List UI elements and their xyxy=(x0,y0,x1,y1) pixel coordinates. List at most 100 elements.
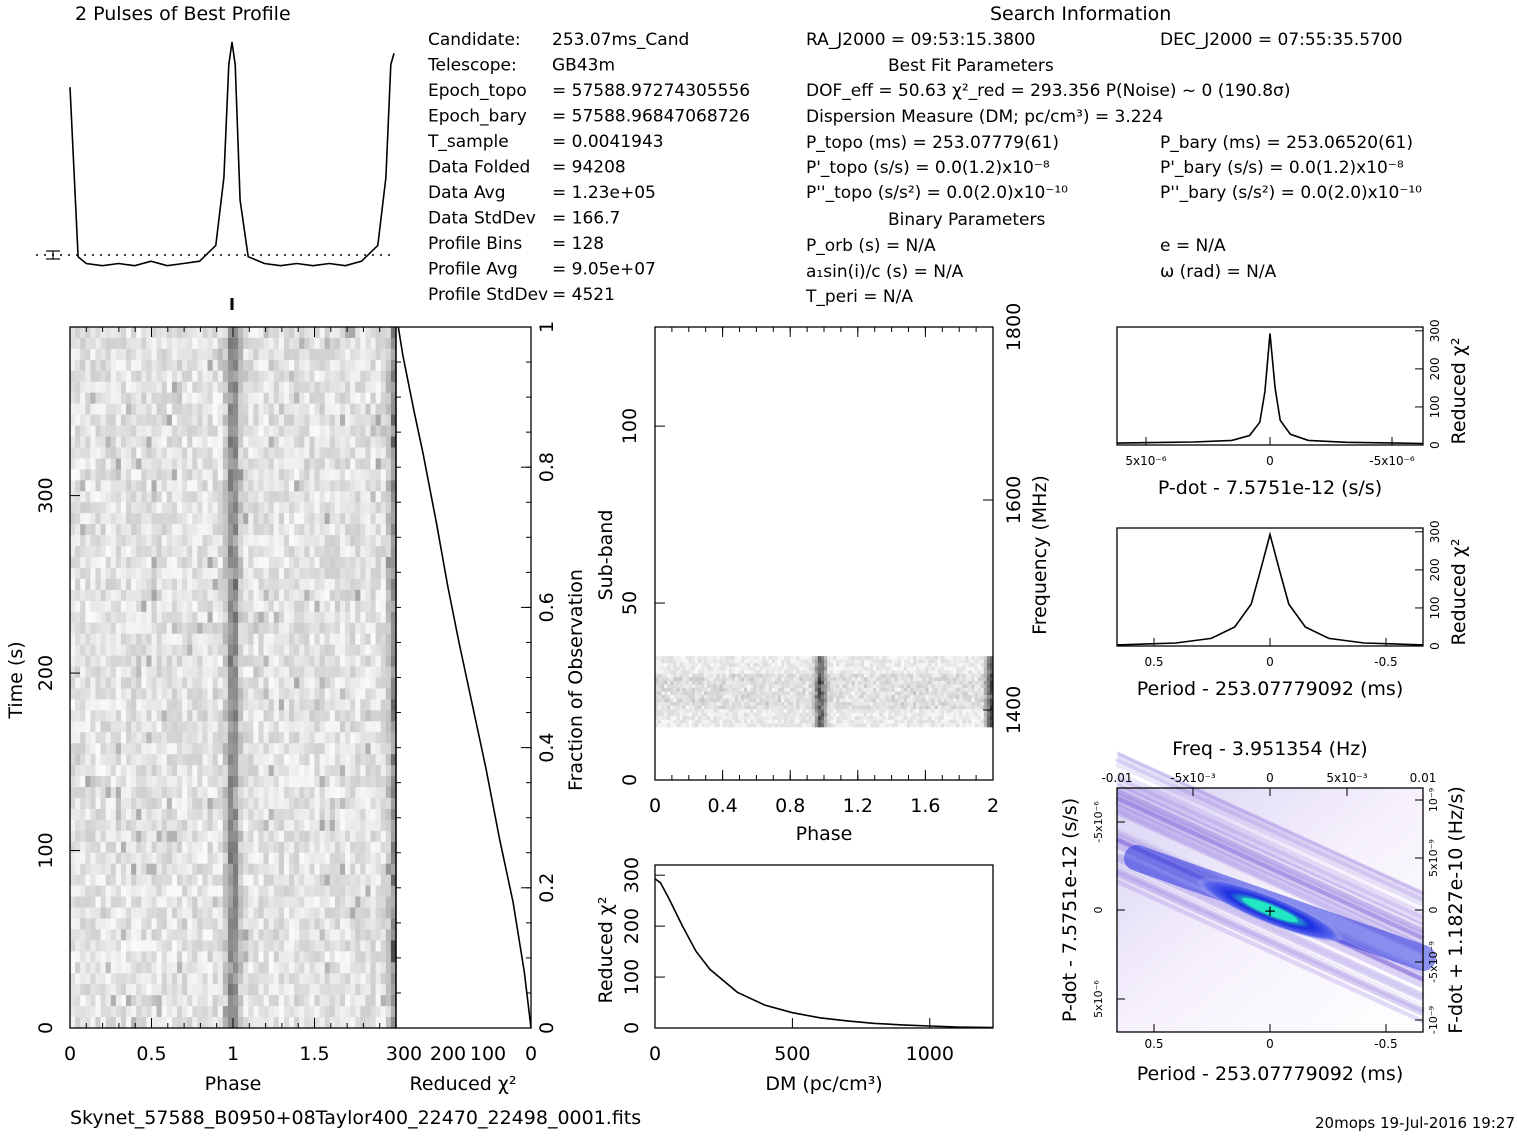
time-phase-cell xyxy=(187,864,192,875)
time-phase-cell xyxy=(264,535,269,546)
time-phase-cell xyxy=(80,864,85,875)
time-phase-cell xyxy=(95,656,100,667)
time-phase-cell xyxy=(157,710,162,721)
subband-cell xyxy=(799,667,802,671)
time-phase-cell xyxy=(202,951,207,962)
time-phase-cell xyxy=(182,853,187,864)
subband-cell xyxy=(922,667,925,671)
time-phase-cell xyxy=(85,382,90,393)
subband-cell xyxy=(849,667,852,671)
time-phase-cell xyxy=(90,623,95,634)
subband-cell xyxy=(738,660,741,664)
time-phase-cell xyxy=(284,798,289,809)
time-phase-cell xyxy=(202,984,207,995)
time-phase-cell xyxy=(360,688,365,699)
time-phase-cell xyxy=(187,491,192,502)
subband-cell xyxy=(802,670,805,674)
time-phase-cell xyxy=(101,853,106,864)
time-phase-cell xyxy=(162,426,167,437)
time-phase-cell xyxy=(279,908,284,919)
time-phase-cell xyxy=(279,371,284,382)
time-phase-cell xyxy=(243,864,248,875)
time-phase-cell xyxy=(350,590,355,601)
time-phase-cell xyxy=(101,918,106,929)
subband-cell xyxy=(852,670,855,674)
time-phase-cell xyxy=(131,502,136,513)
time-phase-cell xyxy=(309,798,314,809)
time-phase-cell xyxy=(299,688,304,699)
subband-cell xyxy=(873,670,876,674)
time-phase-cell xyxy=(90,404,95,415)
time-phase-cell xyxy=(309,623,314,634)
time-phase-cell xyxy=(289,820,294,831)
time-phase-cell xyxy=(335,480,340,491)
subband-cell xyxy=(713,670,716,674)
time-phase-cell xyxy=(152,1017,157,1028)
time-phase-cell xyxy=(157,568,162,579)
time-phase-cell xyxy=(192,634,197,645)
time-phase-cell xyxy=(289,678,294,689)
time-phase-cell xyxy=(95,831,100,842)
time-phase-cell xyxy=(208,557,213,568)
time-phase-cell xyxy=(309,765,314,776)
subband-cell xyxy=(846,656,849,660)
subband-cell xyxy=(744,656,747,660)
time-phase-cell xyxy=(223,645,228,656)
time-phase-cell xyxy=(248,699,253,710)
time-phase-cell xyxy=(279,721,284,732)
time-phase-cell xyxy=(177,327,182,338)
time-phase-cell xyxy=(187,371,192,382)
time-phase-cell xyxy=(243,590,248,601)
time-phase-cell xyxy=(335,360,340,371)
time-phase-cell xyxy=(360,678,365,689)
time-phase-cell xyxy=(213,710,218,721)
time-phase-cell xyxy=(152,995,157,1006)
time-phase-cell xyxy=(141,458,146,469)
time-phase-cell xyxy=(228,371,233,382)
time-phase-cell xyxy=(335,787,340,798)
time-phase-cell xyxy=(258,699,263,710)
time-phase-cell xyxy=(106,338,111,349)
time-phase-cell xyxy=(116,984,121,995)
time-phase-cell xyxy=(299,743,304,754)
time-phase-cell xyxy=(208,338,213,349)
time-phase-cell xyxy=(335,918,340,929)
time-phase-cell xyxy=(223,787,228,798)
subband-cell xyxy=(858,674,861,678)
subband-cell xyxy=(928,670,931,674)
time-phase-cell xyxy=(386,458,391,469)
time-phase-cell xyxy=(371,1017,376,1028)
time-phase-cell xyxy=(202,393,207,404)
time-phase-cell xyxy=(365,634,370,645)
subband-cell xyxy=(781,660,784,664)
time-phase-cell xyxy=(279,929,284,940)
time-phase-cell xyxy=(192,327,197,338)
subband-cell xyxy=(677,656,680,660)
time-phase-cell xyxy=(70,656,75,667)
time-phase-cell xyxy=(238,820,243,831)
time-phase-cell xyxy=(304,710,309,721)
time-phase-cell xyxy=(340,667,345,678)
time-phase-cell xyxy=(325,787,330,798)
time-phase-cell xyxy=(197,732,202,743)
time-phase-cell xyxy=(264,699,269,710)
time-phase-cell xyxy=(187,776,192,787)
time-phase-cell xyxy=(253,535,258,546)
subband-cell xyxy=(889,663,892,667)
time-phase-cell xyxy=(228,951,233,962)
subband-cell xyxy=(716,670,719,674)
time-phase-cell xyxy=(238,1006,243,1017)
time-phase-cell xyxy=(350,864,355,875)
time-phase-cell xyxy=(136,809,141,820)
time-phase-cell xyxy=(330,360,335,371)
time-phase-cell xyxy=(101,634,106,645)
time-phase-cell xyxy=(274,349,279,360)
time-phase-cell xyxy=(258,820,263,831)
time-phase-cell xyxy=(182,480,187,491)
subband-cell xyxy=(984,656,987,660)
time-phase-cell xyxy=(350,667,355,678)
subband-cell xyxy=(895,660,898,664)
time-phase-cell xyxy=(315,820,320,831)
subband-cell xyxy=(873,663,876,667)
